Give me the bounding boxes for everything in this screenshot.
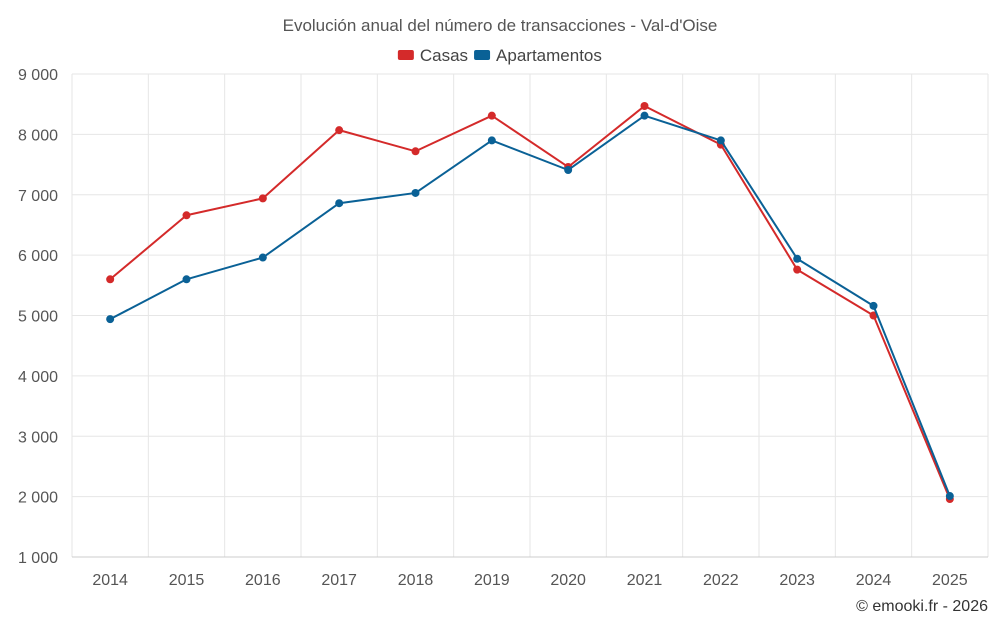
credit-text: © emooki.fr - 2026 bbox=[856, 598, 988, 615]
series-line-apartamentos bbox=[109, 114, 951, 497]
y-axis: 1 000 2 000 3 000 4 000 5 000 6 000 7 000 8 000… bbox=[18, 67, 58, 567]
data-point-apartamentos bbox=[335, 199, 344, 208]
x-tick-label: 2020 bbox=[550, 572, 586, 589]
y-tick-label: 8 000 bbox=[18, 127, 58, 144]
data-point-apartamentos bbox=[716, 136, 725, 145]
data-point-apartamentos bbox=[869, 301, 878, 310]
legend-swatch-casas bbox=[397, 50, 414, 60]
data-point-casas bbox=[182, 211, 191, 220]
data-point-casas bbox=[411, 147, 420, 156]
data-point-casas bbox=[106, 275, 115, 284]
data-point-apartamentos bbox=[182, 275, 191, 284]
x-tick-label: 2024 bbox=[856, 572, 892, 589]
x-tick-label: 2018 bbox=[398, 572, 434, 589]
y-tick-label: 6 000 bbox=[18, 248, 58, 265]
series-group bbox=[106, 101, 954, 504]
legend: Casas Apartamentos bbox=[397, 46, 602, 65]
data-point-casas bbox=[640, 101, 649, 110]
data-point-apartamentos bbox=[793, 254, 802, 263]
data-point-casas bbox=[335, 126, 344, 135]
y-tick-label: 2 000 bbox=[18, 490, 58, 507]
y-tick-label: 3 000 bbox=[18, 429, 58, 446]
data-point-casas bbox=[487, 111, 496, 120]
x-tick-label: 2015 bbox=[169, 572, 205, 589]
data-point-apartamentos bbox=[258, 253, 267, 262]
legend-label-apartamentos: Apartamentos bbox=[496, 46, 602, 65]
data-point-casas bbox=[258, 194, 267, 203]
x-tick-label: 2022 bbox=[703, 572, 739, 589]
series-line-casas bbox=[109, 104, 951, 500]
data-point-apartamentos bbox=[106, 315, 115, 324]
legend-label-casas: Casas bbox=[420, 46, 468, 65]
chart-title: Evolución anual del número de transaccio… bbox=[283, 16, 718, 35]
data-point-apartamentos bbox=[411, 188, 420, 197]
data-point-apartamentos bbox=[640, 111, 649, 120]
data-point-apartamentos bbox=[487, 136, 496, 145]
y-tick-label: 4 000 bbox=[18, 369, 58, 386]
x-tick-label: 2017 bbox=[321, 572, 357, 589]
x-tick-label: 2025 bbox=[932, 572, 968, 589]
data-point-casas bbox=[793, 265, 802, 274]
y-tick-label: 1 000 bbox=[18, 550, 58, 567]
x-tick-label: 2016 bbox=[245, 572, 281, 589]
data-point-apartamentos bbox=[945, 492, 954, 501]
y-tick-label: 9 000 bbox=[18, 67, 58, 84]
x-tick-label: 2014 bbox=[92, 572, 128, 589]
y-tick-label: 7 000 bbox=[18, 188, 58, 205]
x-tick-label: 2023 bbox=[779, 572, 815, 589]
y-tick-label: 5 000 bbox=[18, 309, 58, 326]
x-tick-label: 2019 bbox=[474, 572, 510, 589]
x-tick-label: 2021 bbox=[627, 572, 663, 589]
gridlines bbox=[71, 73, 989, 557]
data-point-apartamentos bbox=[564, 165, 573, 174]
x-axis: 2014 2015 2016 2017 2018 2019 2020 2021 2022 2023… bbox=[72, 556, 988, 589]
legend-swatch-apartamentos bbox=[474, 50, 491, 60]
